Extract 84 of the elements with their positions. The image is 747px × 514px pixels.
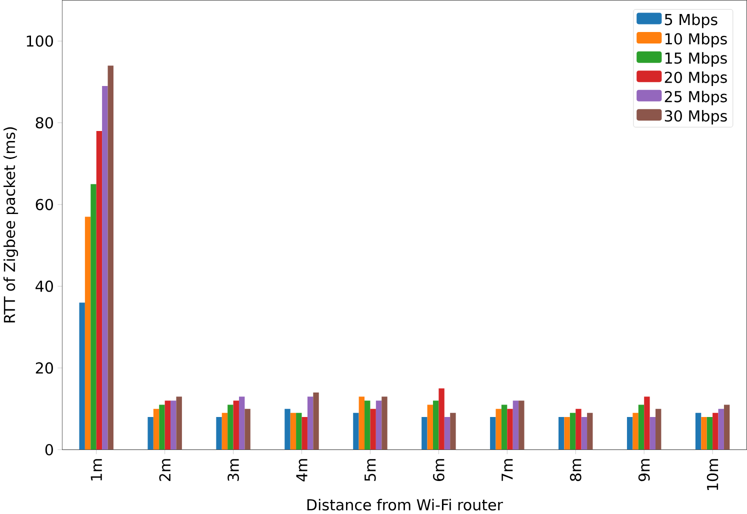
bar <box>507 408 513 450</box>
x-tick-label: 7m <box>502 459 513 481</box>
bar <box>244 408 250 450</box>
bar <box>164 400 171 450</box>
x-tick-label: 2m <box>159 459 170 481</box>
bar <box>644 396 650 450</box>
bar <box>148 417 154 450</box>
x-tick-label: 5m <box>364 459 376 481</box>
bar <box>176 396 182 450</box>
y-tick-label: 60 <box>36 198 53 210</box>
legend-label: 10 Mbps <box>665 32 727 48</box>
bar <box>307 396 314 450</box>
bar <box>284 408 290 450</box>
bar <box>353 412 359 450</box>
bar <box>238 396 245 450</box>
bar <box>170 400 176 450</box>
bar <box>724 404 730 450</box>
bar <box>444 417 450 450</box>
x-tick-label: 8m <box>570 459 582 482</box>
bar <box>296 412 302 450</box>
x-tick-label: 3m <box>228 459 239 481</box>
bar <box>422 417 428 450</box>
bar <box>153 408 160 450</box>
bar <box>490 417 496 450</box>
bar <box>84 216 91 450</box>
bar <box>302 417 308 450</box>
x-axis-title: Distance from Wi-Fi router <box>307 498 503 510</box>
bar <box>512 400 519 450</box>
bar <box>90 184 96 450</box>
bar <box>695 412 702 450</box>
bar <box>706 417 713 450</box>
bar <box>638 404 644 450</box>
bar <box>102 86 108 450</box>
bar <box>222 412 228 450</box>
bar <box>450 412 456 450</box>
x-tick-label: 1m <box>90 459 102 480</box>
bar <box>632 412 638 450</box>
bar <box>501 404 508 450</box>
bar <box>96 130 102 450</box>
bar <box>587 412 593 450</box>
bar <box>427 404 433 450</box>
y-tick-label: 40 <box>36 280 53 292</box>
bar <box>558 417 564 450</box>
bar <box>376 400 382 450</box>
bar <box>382 396 388 450</box>
bar <box>159 404 165 450</box>
bar <box>581 417 588 450</box>
bar <box>79 302 85 450</box>
bar <box>712 412 718 450</box>
y-tick-label: 0 <box>45 444 53 456</box>
bar <box>108 66 114 450</box>
bar <box>364 400 370 450</box>
bar <box>370 408 376 450</box>
legend-label: 20 Mbps <box>664 71 727 86</box>
bar <box>228 404 234 450</box>
bar <box>656 408 662 450</box>
legend-label: 30 Mbps <box>664 110 727 125</box>
bar <box>718 408 724 450</box>
x-tick-label: 6m <box>433 459 444 482</box>
bar <box>438 388 444 450</box>
x-tick-label: 10m <box>706 459 718 490</box>
y-tick-label: 100 <box>26 35 53 47</box>
bar <box>626 417 633 450</box>
y-tick-label: 80 <box>36 117 53 128</box>
bar <box>650 417 656 450</box>
bar <box>216 417 222 450</box>
bar <box>290 412 296 450</box>
bar <box>313 392 319 450</box>
y-tick-label: 20 <box>36 362 53 374</box>
bar <box>233 400 239 450</box>
y-axis-title: RTT of Zigbee packet (ms) <box>4 127 18 322</box>
bar <box>701 417 707 450</box>
x-tick-label: 9m <box>638 459 650 482</box>
bar <box>576 408 582 450</box>
bar <box>570 412 576 450</box>
bar <box>564 417 570 450</box>
legend-label: 5 Mbps <box>664 14 718 28</box>
bar <box>432 400 439 450</box>
legend-label: 15 Mbps <box>665 52 727 67</box>
bar <box>496 408 502 450</box>
bar <box>518 400 524 450</box>
legend-label: 25 Mbps <box>664 90 727 106</box>
x-tick-label: 4m <box>296 459 308 482</box>
bar <box>358 396 365 450</box>
